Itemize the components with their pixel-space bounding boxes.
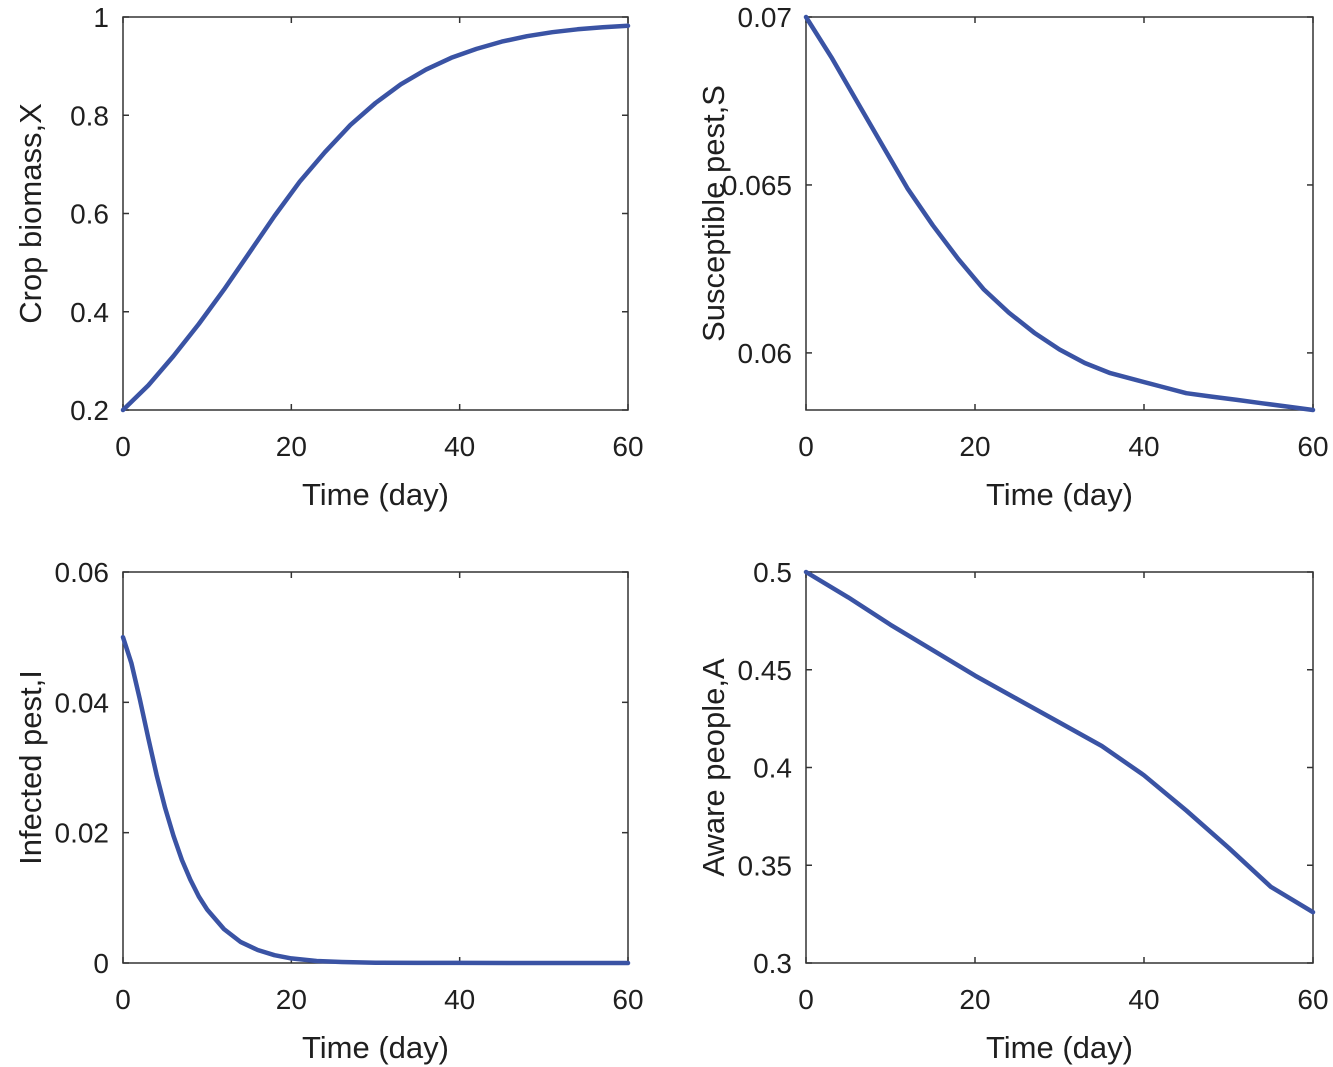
plot-frame	[805, 16, 1314, 411]
x-tick-label: 0	[798, 431, 814, 462]
y-tick-label: 1	[93, 2, 109, 33]
plot-frame	[122, 571, 629, 964]
x-tick-label: 0	[798, 984, 814, 1015]
y-tick-label: 0.06	[738, 338, 793, 369]
x-tick-label: 0	[115, 984, 131, 1015]
x-tick-label: 40	[444, 984, 475, 1015]
x-tick-label: 0	[115, 431, 131, 462]
x-tick-label: 60	[1297, 431, 1328, 462]
x-tick-label: 60	[612, 984, 643, 1015]
y-tick-label: 0.4	[753, 753, 792, 784]
y-tick-label: 0.3	[753, 948, 792, 979]
y-tick-label: 0.8	[70, 100, 109, 131]
x-tick-label: 40	[444, 431, 475, 462]
series-line	[120, 23, 631, 413]
x-tick-label: 20	[276, 984, 307, 1015]
x-axis-label: Time (day)	[302, 477, 449, 512]
series-line	[803, 14, 1316, 413]
y-tick-label: 0.6	[70, 199, 109, 230]
y-tick-label: 0.45	[738, 655, 793, 686]
x-tick-label: 60	[612, 431, 643, 462]
y-tick-label: 0.4	[70, 297, 109, 328]
panel-infected-pest: 0 20 40 60 0 0.02 0.04 0.06 Time (day) Infected p…	[13, 557, 644, 1065]
x-tick-label: 20	[959, 431, 990, 462]
x-axis-label: Time (day)	[986, 1030, 1133, 1065]
plot-frame	[805, 571, 1314, 964]
y-tick-label: 0.065	[722, 170, 792, 201]
x-tick-label: 60	[1297, 984, 1328, 1015]
x-tick-label: 40	[1128, 431, 1159, 462]
y-tick-label: 0.06	[55, 557, 110, 588]
x-tick-label: 20	[959, 984, 990, 1015]
panel-crop-biomass: 0 20 40 60 0.2 0.4 0.6 0.8 1 Time (day) Crop bioma…	[13, 2, 644, 512]
y-axis-label: Crop biomass,X	[13, 103, 48, 324]
x-axis-label: Time (day)	[302, 1030, 449, 1065]
plot-frame	[122, 16, 629, 411]
series-line	[120, 634, 631, 966]
y-tick-label: 0.35	[738, 850, 793, 881]
y-axis-label: Infected pest,I	[13, 670, 48, 865]
series-line	[803, 569, 1316, 915]
y-axis-label: Aware people,A	[696, 658, 731, 877]
panel-susceptible-pest: 0 20 40 60 0.06 0.065 0.07 Time (day) Susceptibl…	[696, 2, 1329, 512]
panel-aware-people: 0 20 40 60 0.3 0.35 0.4 0.45 0.5 Time (day) Aware …	[696, 557, 1329, 1065]
x-axis-label: Time (day)	[986, 477, 1133, 512]
y-tick-label: 0.5	[753, 557, 792, 588]
y-tick-label: 0.04	[55, 687, 110, 718]
y-tick-label: 0	[93, 948, 109, 979]
y-tick-label: 0.07	[738, 2, 793, 33]
x-tick-label: 40	[1128, 984, 1159, 1015]
y-axis-label: Susceptible pest,S	[696, 85, 731, 342]
y-tick-label: 0.02	[55, 818, 110, 849]
y-tick-label: 0.2	[70, 395, 109, 426]
x-tick-label: 20	[276, 431, 307, 462]
